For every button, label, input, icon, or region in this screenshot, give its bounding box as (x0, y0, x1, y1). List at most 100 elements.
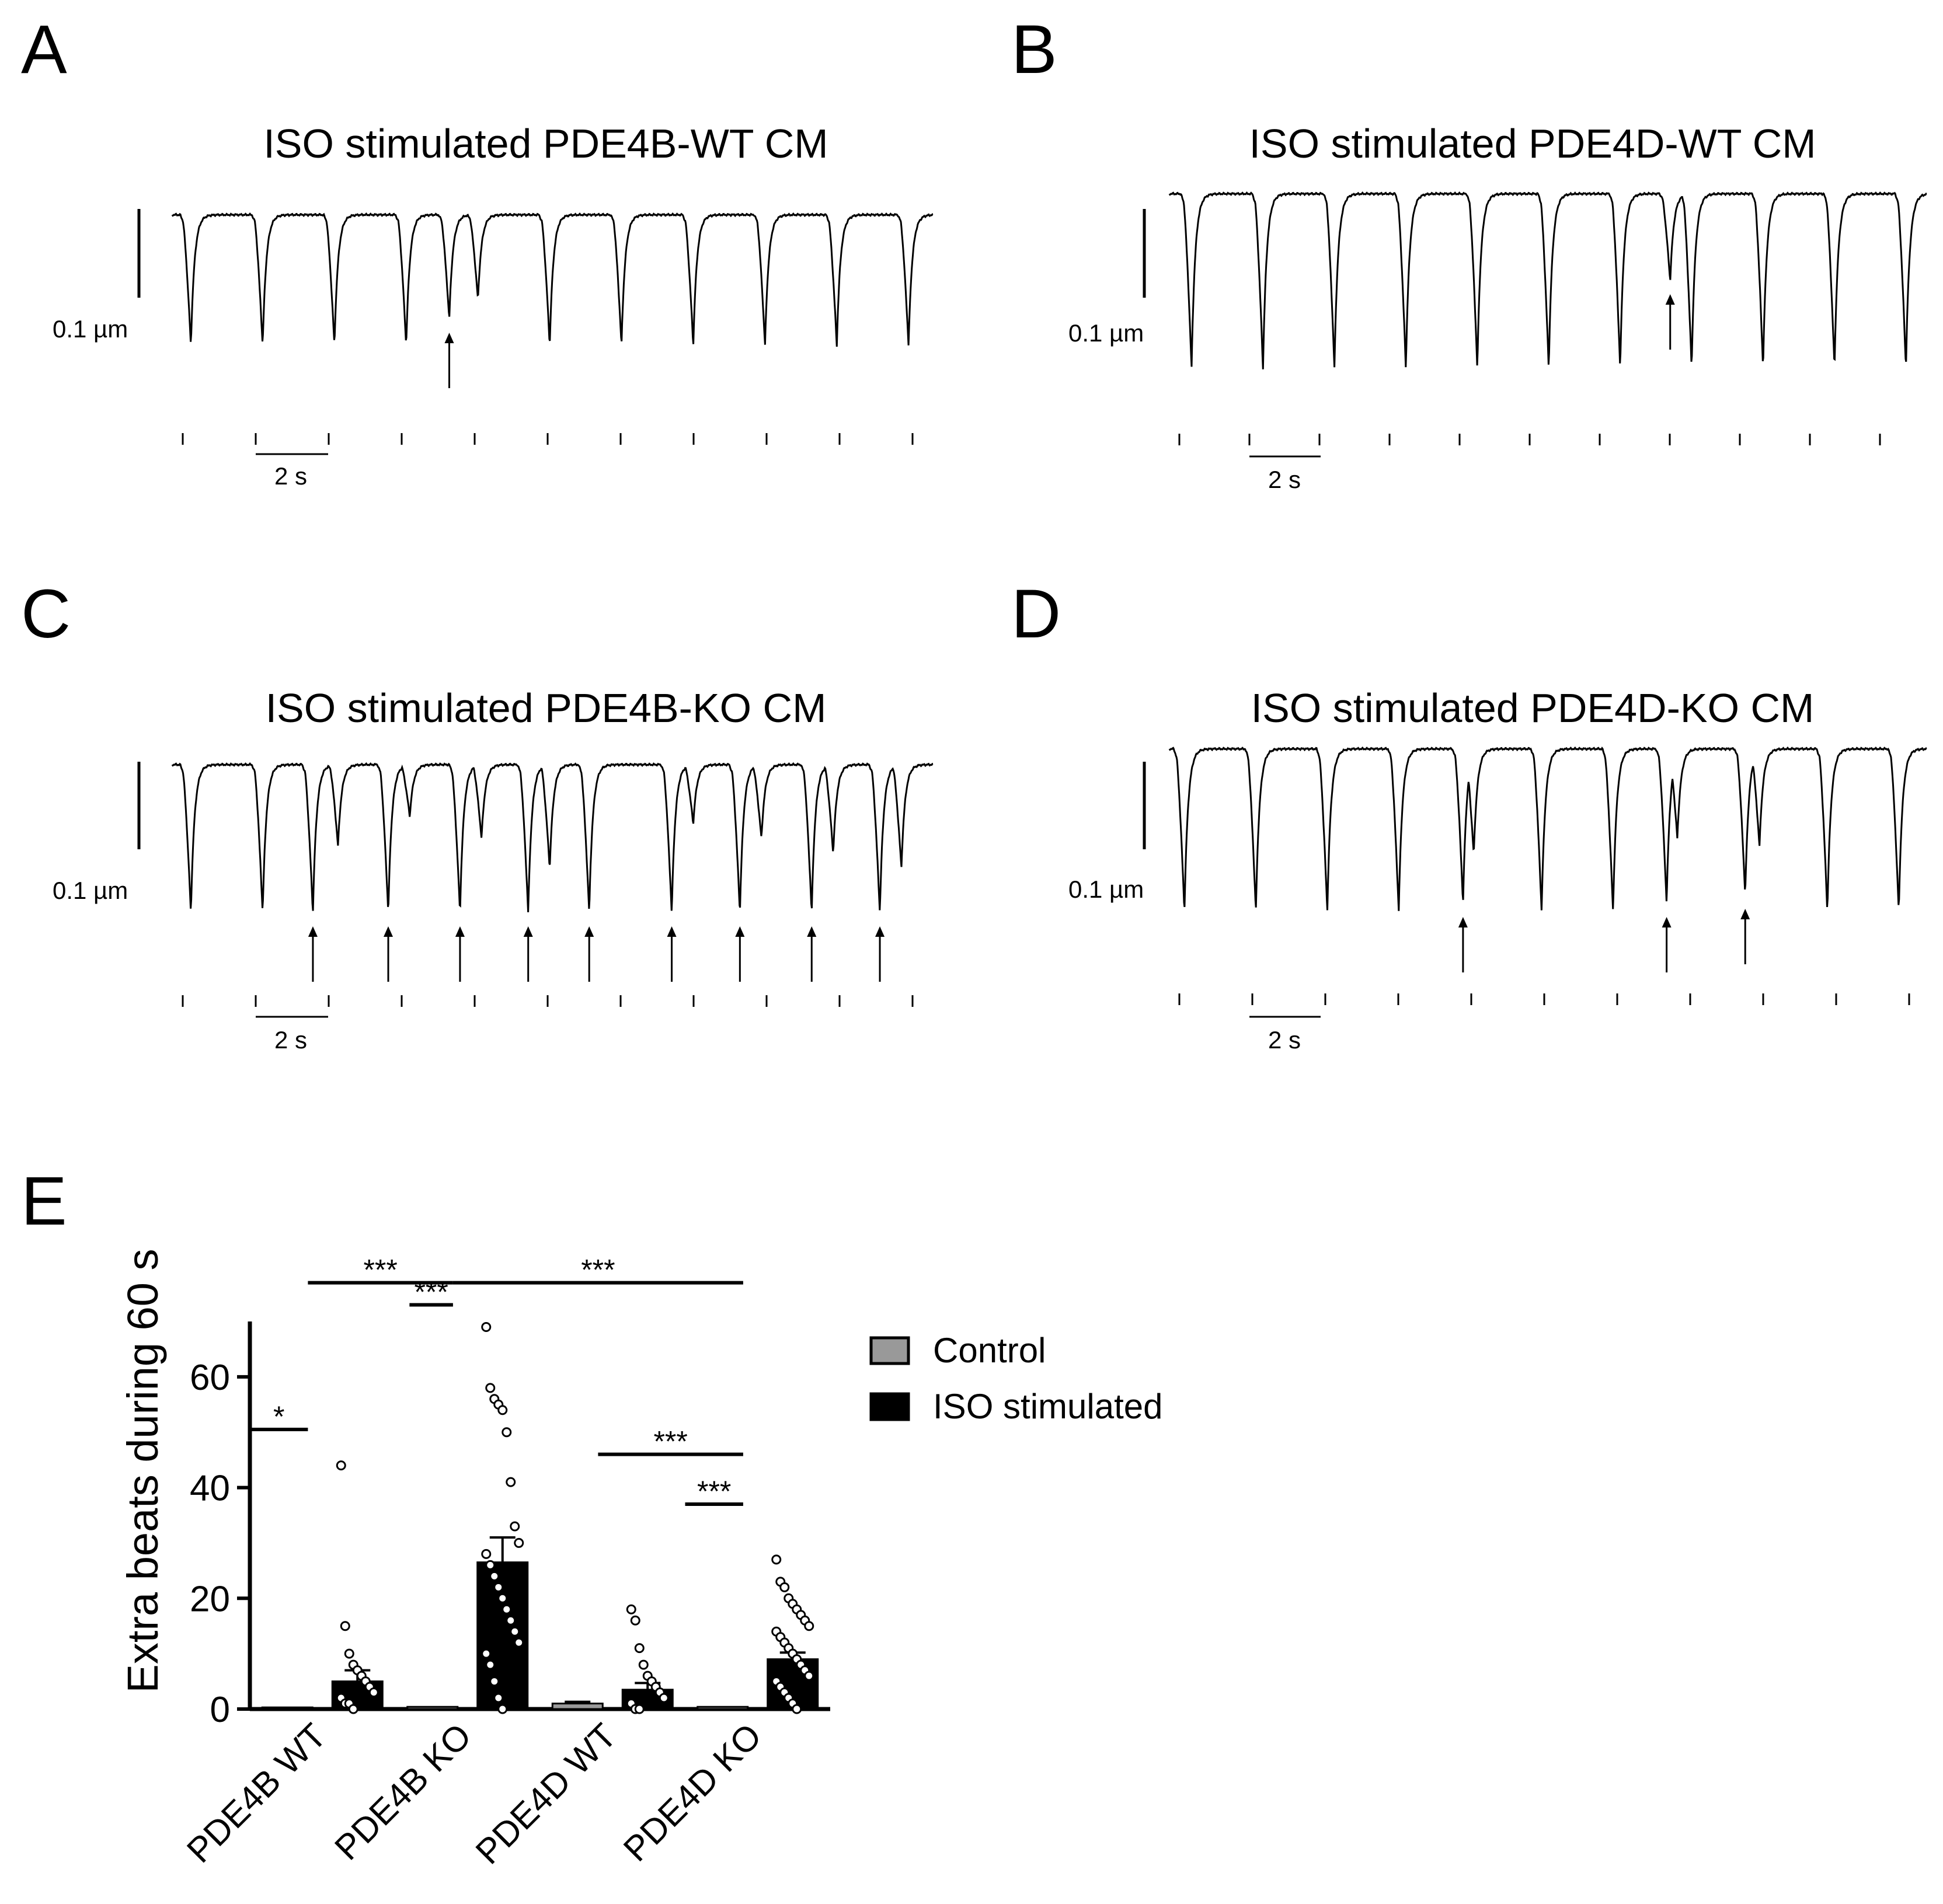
arrow-head (308, 926, 318, 937)
panel-e: E Extra beats during 60 s 0 20 40 60 PDE4B W… (21, 1163, 1163, 1871)
data-point (638, 1659, 649, 1670)
y-tick-label: 60 (190, 1358, 230, 1398)
data-point (348, 1704, 358, 1714)
data-point (502, 1427, 512, 1438)
significance-label: *** (581, 1254, 615, 1286)
legend-swatch-control (869, 1336, 910, 1365)
extra-beat-arrows (1458, 909, 1750, 972)
panel-title: ISO stimulated PDE4D-KO CM (1251, 685, 1815, 731)
data-point (510, 1521, 520, 1532)
panel-c: C ISO stimulated PDE4B-KO CM 0.1 µm 2 s (21, 576, 934, 1054)
data-point (493, 1693, 504, 1703)
arrow-head (444, 333, 454, 343)
legend: Control ISO stimulated (869, 1331, 1163, 1426)
data-point (634, 1704, 645, 1714)
panel-letter: A (21, 11, 67, 88)
arrow-head (1662, 917, 1672, 927)
arrow-head (735, 926, 745, 937)
bar (697, 1706, 749, 1710)
data-point (489, 1676, 500, 1687)
arrow-head (1740, 909, 1750, 919)
data-point (344, 1648, 354, 1659)
arrow-head (584, 926, 594, 937)
y-tick-label: 20 (190, 1579, 230, 1619)
data-point (804, 1621, 814, 1631)
panel-b: B ISO stimulated PDE4D-WT CM 0.1 µm 2 s (1011, 11, 1927, 493)
data-point (481, 1648, 492, 1659)
significance-label: *** (414, 1276, 448, 1309)
data-point (497, 1704, 508, 1714)
time-scale-label: 2 s (1268, 466, 1301, 493)
panel-letter: E (21, 1163, 67, 1240)
data-point (481, 1549, 492, 1559)
significance-label: * (273, 1400, 284, 1433)
x-tick-label: PDE4B KO (327, 1716, 479, 1868)
data-point (485, 1383, 496, 1393)
arrow-head (455, 926, 465, 937)
data-point (659, 1693, 669, 1703)
data-point (336, 1460, 346, 1471)
time-ticks (1178, 434, 1881, 445)
time-ticks (182, 433, 914, 445)
contraction-trace (171, 762, 934, 912)
extra-beat-arrows (444, 333, 454, 388)
bar (406, 1706, 459, 1710)
time-ticks (182, 995, 914, 1007)
data-point (485, 1659, 496, 1670)
data-point (497, 1405, 508, 1415)
panel-a: A ISO stimulated PDE4B-WT CM 0.1 µm 2 s (21, 11, 934, 490)
time-scale-label: 2 s (274, 462, 307, 490)
arrow-head (807, 926, 817, 937)
data-point (340, 1621, 350, 1631)
data-point (506, 1615, 516, 1626)
extra-beat-arrows (308, 926, 885, 982)
panel-letter: D (1011, 576, 1061, 653)
time-ticks (1178, 993, 1910, 1005)
amplitude-scale-label: 0.1 µm (1068, 876, 1144, 903)
data-point (510, 1626, 520, 1637)
y-axis-label: Extra beats during 60 s (119, 1249, 167, 1693)
arrow-head (384, 926, 394, 937)
bar (551, 1703, 604, 1710)
arrow-head (523, 926, 533, 937)
legend-label-control: Control (933, 1331, 1046, 1370)
data-point (514, 1637, 524, 1648)
y-tick-label: 0 (210, 1690, 230, 1730)
amplitude-scale-label: 0.1 µm (53, 315, 128, 343)
data-point (630, 1615, 640, 1626)
data-point (626, 1604, 636, 1614)
data-point (497, 1593, 508, 1603)
data-point (514, 1537, 524, 1548)
arrow-head (1665, 294, 1675, 305)
x-tick-label: PDE4B WT (179, 1716, 333, 1870)
extra-beat-arrows (1665, 294, 1675, 350)
significance-label: *** (697, 1475, 731, 1508)
amplitude-scale-label: 0.1 µm (53, 877, 128, 904)
panel-title: ISO stimulated PDE4B-KO CM (266, 685, 827, 731)
arrow-head (875, 926, 885, 937)
data-point (792, 1704, 802, 1714)
data-point (771, 1554, 782, 1565)
y-tick-label: 40 (190, 1469, 230, 1509)
bar (476, 1561, 529, 1710)
amplitude-scale-label: 0.1 µm (1068, 319, 1144, 347)
time-scale-label: 2 s (1268, 1026, 1301, 1054)
arrow-head (1458, 917, 1468, 927)
data-point (481, 1321, 492, 1332)
legend-swatch-iso (869, 1392, 910, 1421)
panel-letter: B (1011, 11, 1057, 88)
contraction-trace (1168, 746, 1927, 911)
data-point (779, 1582, 790, 1592)
bar (261, 1706, 314, 1710)
data-point (489, 1571, 500, 1581)
time-scale-label: 2 s (274, 1026, 307, 1054)
legend-label-iso: ISO stimulated (933, 1387, 1163, 1426)
panel-letter: C (21, 576, 71, 653)
arrow-head (667, 926, 677, 937)
panel-title: ISO stimulated PDE4D-WT CM (1249, 121, 1816, 166)
contraction-trace (171, 212, 934, 347)
panel-d: D ISO stimulated PDE4D-KO CM 0.1 µm 2 s (1011, 576, 1927, 1054)
significance-label: *** (653, 1425, 687, 1458)
